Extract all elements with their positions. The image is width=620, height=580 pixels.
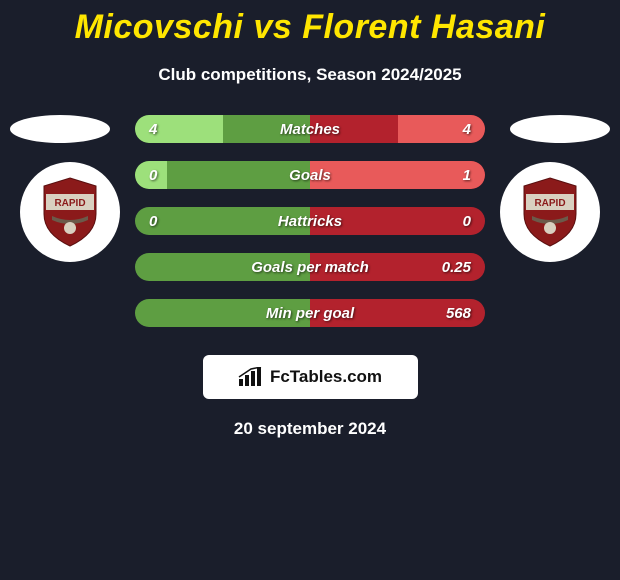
date-text: 20 september 2024 [0, 419, 620, 439]
stat-label: Matches [280, 121, 340, 138]
stat-label: Min per goal [266, 305, 354, 322]
chart-icon [238, 367, 264, 387]
team-logo-left: RAPID [20, 162, 120, 262]
svg-text:RAPID: RAPID [534, 198, 565, 209]
page-title: Micovschi vs Florent Hasani [0, 8, 620, 47]
shield-icon: RAPID [520, 176, 580, 248]
stat-value-right: 4 [463, 121, 471, 138]
stat-row: 0 Goals 1 [135, 161, 485, 189]
stat-value-left: 4 [149, 121, 157, 138]
stat-value-left: 0 [149, 213, 157, 230]
stat-value-right: 1 [463, 167, 471, 184]
stat-label: Goals per match [251, 259, 369, 276]
stat-row: 4 Matches 4 [135, 115, 485, 143]
stat-rows: 4 Matches 4 0 Goals 1 0 Hattricks 0 Goals per mat… [135, 115, 485, 327]
stat-label: Goals [289, 167, 331, 184]
shield-icon: RAPID [40, 176, 100, 248]
stat-value-left: 0 [149, 167, 157, 184]
stat-row: Min per goal 568 [135, 299, 485, 327]
stat-fill-right [398, 115, 486, 143]
stat-row: Goals per match 0.25 [135, 253, 485, 281]
team-logo-right: RAPID [500, 162, 600, 262]
subtitle: Club competitions, Season 2024/2025 [0, 65, 620, 85]
svg-text:RAPID: RAPID [54, 198, 85, 209]
stats-section: RAPID RAPID 4 Matches 4 0 Goals 1 0 Hattricks 0 G… [0, 115, 620, 327]
stat-value-right: 568 [446, 305, 471, 322]
stat-label: Hattricks [278, 213, 342, 230]
stat-row: 0 Hattricks 0 [135, 207, 485, 235]
player-photo-left [10, 115, 110, 143]
brand-box: FcTables.com [203, 355, 418, 399]
player-photo-right [510, 115, 610, 143]
stat-value-right: 0 [463, 213, 471, 230]
brand-text: FcTables.com [270, 367, 382, 387]
stat-fill-right [310, 161, 485, 189]
stat-value-right: 0.25 [442, 259, 471, 276]
